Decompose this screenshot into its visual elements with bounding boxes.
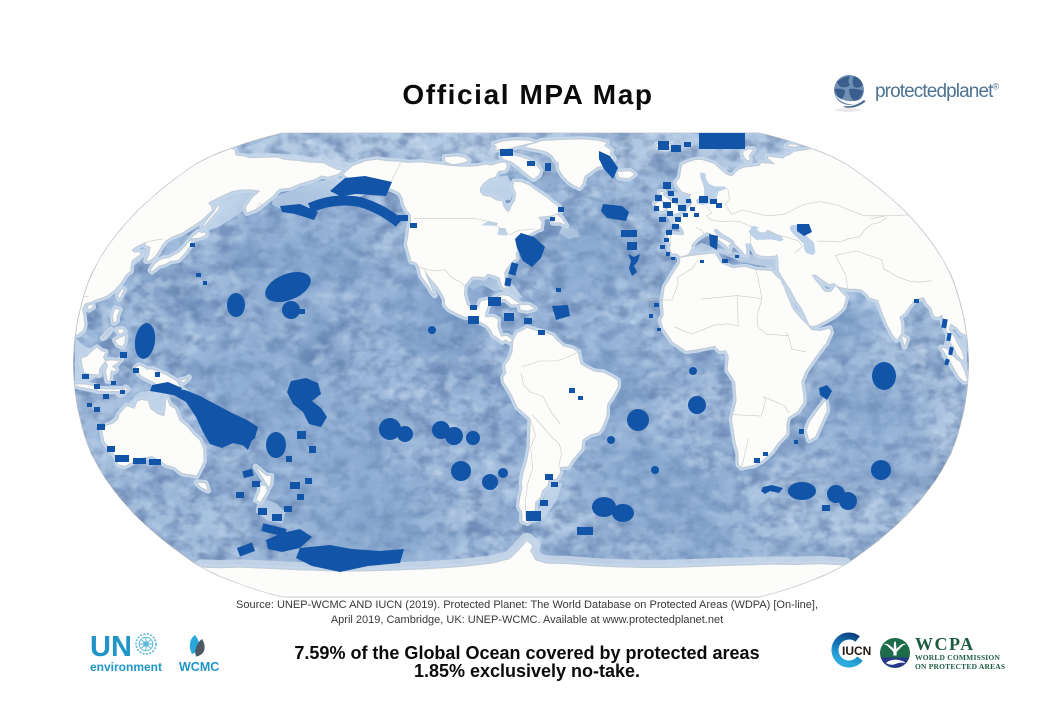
svg-text:WORLD COMMISSION: WORLD COMMISSION <box>915 653 1000 662</box>
svg-text:environment: environment <box>90 660 162 674</box>
svg-text:ON PROTECTED AREAS: ON PROTECTED AREAS <box>915 662 1005 671</box>
svg-text:WCPA: WCPA <box>915 634 975 654</box>
svg-text:WCMC: WCMC <box>179 660 219 674</box>
svg-text:UN: UN <box>90 632 132 663</box>
svg-text:IUCN: IUCN <box>842 644 871 658</box>
